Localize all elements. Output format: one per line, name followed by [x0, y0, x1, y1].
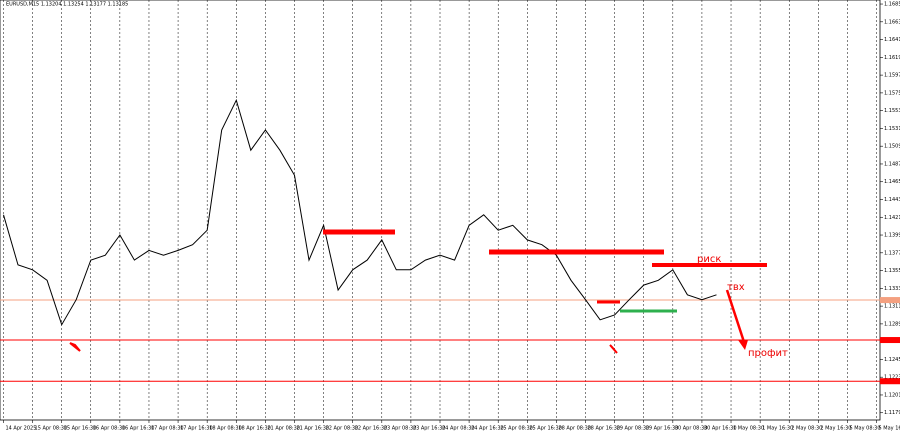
- price-level-box: [880, 297, 900, 304]
- y-tick-label: 1.12450: [884, 357, 900, 363]
- price-level-box: [880, 337, 900, 344]
- price-line: [3, 98, 717, 326]
- annotation: твх: [727, 282, 745, 293]
- y-tick-label: 1.16410: [884, 37, 900, 43]
- annotation: риск: [697, 254, 721, 265]
- x-tick-label: 17 Apr 16:30: [180, 426, 213, 432]
- x-tick-label: 28 Apr 08:30: [558, 426, 591, 432]
- y-tick-label: 1.11790: [884, 410, 900, 416]
- arrow: [725, 289, 746, 343]
- x-tick-label: 14 Apr 2025: [5, 426, 36, 432]
- y-tick-label: 1.12890: [884, 321, 900, 327]
- x-tick-label: 1 May 16:30: [762, 426, 793, 432]
- y-tick-label: 1.15970: [884, 73, 900, 79]
- x-tick-label: 23 Apr 08:30: [384, 426, 417, 432]
- y-tick-label: 1.14210: [884, 215, 900, 221]
- x-tick-label: 30 Apr 16:30: [704, 426, 737, 432]
- x-tick-label: 5 May 08:30: [849, 426, 880, 432]
- y-tick-label: 1.15530: [884, 108, 900, 114]
- x-tick-label: 25 Apr 16:30: [529, 426, 562, 432]
- chart-title: EURUSD,M15 1.13204 1.13254 1.13177 1.131…: [6, 2, 128, 8]
- y-tick-label: 1.13770: [884, 250, 900, 256]
- x-tick-label: 22 Apr 16:30: [355, 426, 388, 432]
- y-tick-label: 1.13990: [884, 233, 900, 239]
- x-tick-label: 18 Apr 16:30: [238, 426, 271, 432]
- x-tick-label: 18 Apr 08:30: [209, 426, 242, 432]
- y-tick-label: 1.14870: [884, 161, 900, 167]
- x-tick-label: 1 May 08:30: [733, 426, 764, 432]
- price-level-box: [880, 378, 900, 385]
- annotation: профит: [748, 348, 788, 359]
- y-tick-label: 1.13110: [884, 304, 900, 310]
- x-tick-label: 29 Apr 08:30: [617, 426, 650, 432]
- y-tick-label: 1.14430: [884, 197, 900, 203]
- x-tick-label: 2 May 08:30: [791, 426, 822, 432]
- x-tick-label: 24 Apr 16:30: [471, 426, 504, 432]
- x-tick-label: 24 Apr 08:30: [442, 426, 475, 432]
- x-tick-label: 25 Apr 08:30: [500, 426, 533, 432]
- x-tick-label: 28 Apr 16:30: [588, 426, 621, 432]
- x-tick-label: 5 May 16:30: [879, 426, 900, 432]
- x-tick-label: 2 May 16:30: [820, 426, 851, 432]
- y-tick-label: 1.15090: [884, 144, 900, 150]
- y-tick-label: 1.16850: [884, 2, 900, 8]
- x-tick-label: 15 Apr 16:30: [64, 426, 97, 432]
- x-tick-label: 16 Apr 16:30: [122, 426, 155, 432]
- x-tick-label: 21 Apr 16:30: [296, 426, 329, 432]
- x-tick-label: 23 Apr 16:30: [413, 426, 446, 432]
- x-tick-label: 16 Apr 08:30: [93, 426, 126, 432]
- y-tick-label: 1.16190: [884, 55, 900, 61]
- y-tick-label: 1.15750: [884, 90, 900, 96]
- arrow-head: [738, 340, 748, 350]
- y-tick-label: 1.13330: [884, 286, 900, 292]
- x-tick-label: 30 Apr 08:30: [675, 426, 708, 432]
- y-tick-label: 1.12230: [884, 375, 900, 381]
- x-tick-label: 17 Apr 08:30: [151, 426, 184, 432]
- y-tick-label: 1.14650: [884, 179, 900, 185]
- y-tick-label: 1.15310: [884, 126, 900, 132]
- y-tick-label: 1.16630: [884, 19, 900, 25]
- x-tick-label: 15 Apr 08:30: [35, 426, 68, 432]
- arrow: [69, 342, 81, 352]
- arrow: [609, 344, 618, 354]
- x-tick-label: 21 Apr 08:30: [267, 426, 300, 432]
- y-tick-label: 1.12010: [884, 392, 900, 398]
- y-tick-label: 1.13550: [884, 268, 900, 274]
- x-tick-label: 22 Apr 08:30: [326, 426, 359, 432]
- x-tick-label: 29 Apr 16:30: [646, 426, 679, 432]
